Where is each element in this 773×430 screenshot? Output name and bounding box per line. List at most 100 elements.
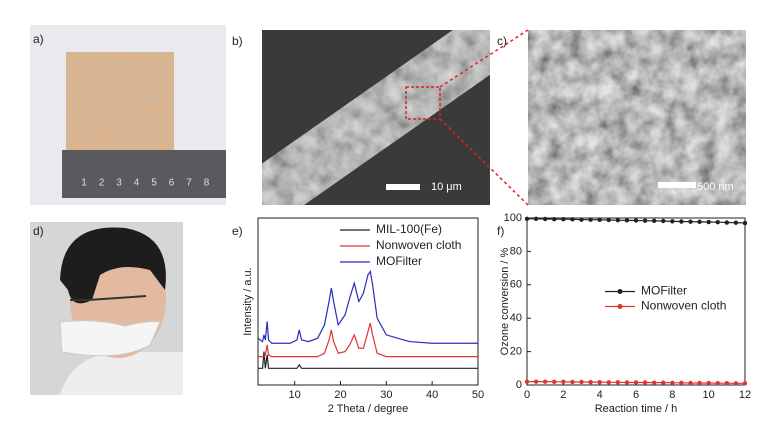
data-point [615, 380, 621, 385]
x-tick-label: 6 [633, 389, 639, 401]
data-point [597, 217, 602, 223]
data-point [733, 220, 739, 225]
data-point [524, 216, 530, 222]
data-point [715, 219, 720, 225]
y-tick-label: 40 [510, 312, 522, 324]
y-tick-label: 20 [510, 346, 522, 358]
data-point [670, 380, 675, 386]
data-point [688, 380, 693, 386]
panel-label: c) [497, 34, 507, 48]
data-point [606, 380, 611, 385]
panel-label: b) [232, 34, 243, 48]
data-point [651, 218, 657, 224]
ruler-number: 6 [169, 178, 175, 189]
ruler-number: 5 [151, 178, 157, 189]
x-axis-label: Reaction time / h [595, 403, 678, 415]
x-tick-label: 10 [289, 389, 301, 401]
data-point [606, 217, 611, 223]
data-point [642, 218, 648, 223]
data-point [724, 220, 730, 225]
data-point [552, 379, 557, 385]
data-point [561, 216, 566, 222]
data-point [661, 380, 666, 385]
data-point [679, 380, 684, 386]
data-point [570, 379, 575, 385]
legend-label: Nonwoven cloth [641, 299, 726, 313]
data-point [661, 218, 666, 224]
data-point [679, 219, 684, 224]
panel-label: d) [33, 224, 44, 238]
x-tick-label: 30 [380, 389, 392, 401]
data-point [615, 217, 621, 223]
data-point [706, 219, 711, 225]
data-point [579, 217, 584, 222]
x-tick-label: 40 [426, 389, 438, 401]
data-point [724, 380, 730, 386]
data-point [642, 380, 648, 385]
series-line [257, 269, 478, 344]
panel-label: e) [232, 224, 243, 238]
data-point [588, 217, 593, 222]
data-point [670, 219, 675, 224]
data-point [597, 379, 602, 385]
y-axis-label: Ozone conversion / % [499, 247, 511, 355]
legend-label: Nonwoven cloth [376, 238, 461, 252]
data-point [633, 380, 639, 385]
plot-frame [257, 217, 479, 386]
y-tick-label: 100 [504, 212, 522, 224]
y-axis-label: Intensity / a.u. [242, 267, 254, 335]
legend-marker [617, 289, 623, 294]
data-point [570, 217, 575, 222]
ruler-number: 1 [81, 178, 87, 189]
x-tick-label: 0 [524, 389, 530, 401]
x-tick-label: 50 [472, 389, 484, 401]
data-point [733, 381, 739, 386]
series-line [258, 351, 478, 369]
data-point [742, 220, 748, 226]
x-tick-label: 2 [560, 389, 566, 401]
x-tick-label: 8 [669, 389, 675, 401]
data-point [697, 380, 702, 386]
data-point [624, 218, 630, 223]
x-tick-label: 12 [739, 389, 751, 401]
ruler-number: 8 [204, 178, 210, 189]
data-point [588, 379, 593, 385]
data-point [697, 219, 702, 225]
data-point [552, 216, 557, 222]
data-point [624, 380, 630, 385]
data-point [715, 380, 720, 386]
scale-bar-label: 500 nm [697, 181, 734, 193]
data-point [533, 379, 539, 384]
x-axis-label: 2 Theta / degree [328, 403, 409, 415]
y-tick-label: 80 [510, 245, 522, 257]
sem-image-zoom [528, 30, 746, 205]
x-tick-label: 10 [703, 389, 715, 401]
x-tick-label: 4 [597, 389, 603, 401]
data-point [524, 379, 530, 384]
y-tick-label: 0 [516, 379, 522, 391]
ruler-number: 3 [116, 178, 122, 189]
legend-label: MOFilter [376, 254, 422, 268]
photo-fabric [30, 25, 226, 205]
data-point [542, 379, 548, 384]
sem-image-fiber [262, 30, 490, 205]
scale-bar-label: 10 μm [431, 181, 462, 193]
ruler-number: 4 [134, 178, 140, 189]
data-point [706, 380, 711, 386]
data-point [651, 380, 657, 385]
legend-label: MOFilter [641, 284, 687, 298]
ruler-number: 7 [186, 178, 192, 189]
data-point [542, 216, 548, 222]
panel-label: f) [497, 224, 504, 238]
panel-label: a) [33, 32, 44, 46]
photo-person [30, 222, 183, 395]
legend-marker [617, 304, 623, 309]
ruler-number: 2 [99, 178, 105, 189]
data-point [561, 379, 566, 385]
data-point [633, 218, 639, 223]
data-point [533, 216, 539, 222]
zoom-line [439, 118, 529, 206]
y-tick-label: 60 [510, 279, 522, 291]
